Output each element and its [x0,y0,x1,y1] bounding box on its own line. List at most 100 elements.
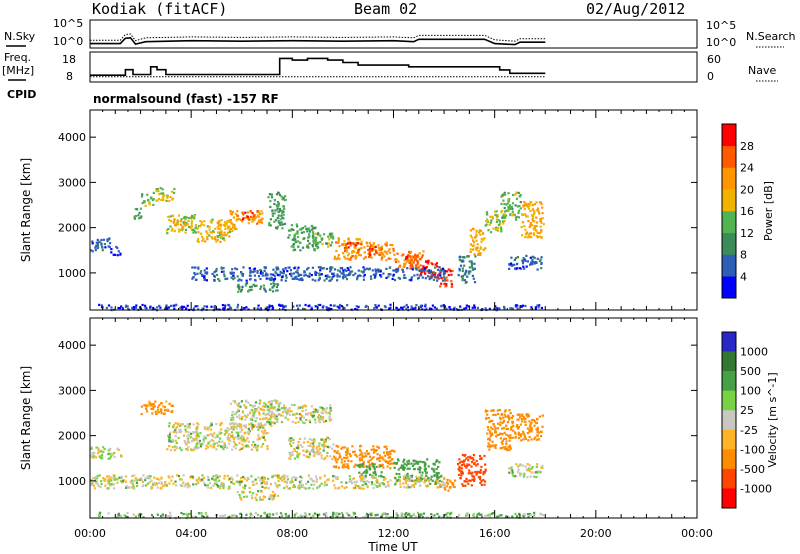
heatmap-cell [296,454,299,457]
heatmap-cell [301,409,304,413]
heatmap-cell [383,250,387,253]
heatmap-cell [343,456,346,459]
heatmap-cell [526,513,530,516]
heatmap-cell [504,446,507,449]
heatmap-cell [194,273,197,276]
heatmap-cell [372,448,375,451]
heatmap-cell [225,446,229,449]
freq-right-tick-low: 0 [707,70,714,83]
heatmap-cell [186,423,189,426]
heatmap-cell [256,444,259,447]
heatmap-cell [245,431,248,434]
heatmap-cell [335,461,338,464]
heatmap-cell [174,422,177,425]
heatmap-cell [209,428,213,431]
heatmap-cell [391,244,394,247]
heatmap-cell [103,448,106,451]
heatmap-cell [406,478,409,481]
heatmap-cell [283,207,286,210]
heatmap-cell [226,474,229,478]
heatmap-cell [488,307,491,310]
heatmap-cell [314,272,317,275]
heatmap-cell [229,435,233,439]
heatmap-cell [124,475,128,478]
heatmap-cell [400,466,403,469]
heatmap-cell [335,514,339,517]
heatmap-cell [222,307,225,310]
heatmap-cell [331,272,334,275]
heatmap-cell [320,438,323,441]
heatmap-cell [276,486,279,489]
heatmap-cell [254,446,257,449]
heatmap-cell [216,238,219,242]
heatmap-cell [518,416,522,419]
heatmap-cell [213,442,216,445]
heatmap-cell [266,405,269,408]
heatmap-cell [473,262,476,265]
heatmap-cell [206,238,209,241]
heatmap-cell [428,278,431,281]
heatmap-cell [232,418,235,421]
heatmap-cell [284,199,287,202]
heatmap-cell [94,456,98,459]
heatmap-cell [259,422,262,425]
heatmap-cell [519,472,522,476]
heatmap-cell [231,271,234,274]
heatmap-cell [282,308,285,311]
heatmap-cell [434,480,437,483]
heatmap-cell [395,472,398,475]
heatmap-cell [320,418,323,421]
heatmap-cell [518,204,521,208]
heatmap-cell [457,274,460,277]
heatmap-cell [300,485,303,488]
velocity-colorbar-tick: 25 [740,404,754,417]
velocity-colorbar-tick: -1000 [740,482,772,495]
heatmap-cell [315,408,318,411]
heatmap-cell [199,445,203,448]
heatmap-cell [297,266,300,269]
heatmap-cell [424,272,427,275]
heatmap-cell [221,233,224,237]
heatmap-cell [488,223,491,226]
heatmap-cell [158,304,161,307]
heatmap-cell [187,225,191,228]
heatmap-cell [479,457,482,460]
heatmap-cell [203,482,206,485]
heatmap-cell [90,455,93,458]
heatmap-cell [467,456,470,459]
heatmap-cell [299,475,302,478]
heatmap-cell [320,457,323,460]
heatmap-cell [235,268,239,271]
heatmap-cell [529,209,532,213]
heatmap-cell [204,437,207,440]
heatmap-cell [325,277,328,280]
heatmap-cell [336,511,339,515]
heatmap-cell [513,213,516,216]
heatmap-cell [281,304,284,307]
heatmap-cell [421,461,424,464]
heatmap-cell [232,428,235,431]
range-tick-label: 1000 [58,475,86,488]
heatmap-cell [145,408,148,411]
heatmap-cell [262,435,265,438]
heatmap-cell [123,514,126,517]
heatmap-cell [166,408,169,411]
heatmap-cell [253,214,256,217]
heatmap-cell [299,483,302,486]
heatmap-cell [422,266,425,269]
heatmap-cell [502,416,505,419]
heatmap-cell [479,233,482,236]
heatmap-cell [365,242,368,245]
heatmap-cell [361,455,364,458]
heatmap-cell [350,515,353,518]
heatmap-cell [305,228,308,231]
heatmap-cell [338,275,341,278]
heatmap-cell [254,496,257,499]
heatmap-cell [152,198,155,201]
power-colorbar-tick: 16 [740,205,754,218]
heatmap-cell [425,484,428,487]
heatmap-cell [488,515,491,518]
heatmap-cell [148,477,151,480]
heatmap-cell [345,269,348,273]
heatmap-cell [411,484,414,487]
